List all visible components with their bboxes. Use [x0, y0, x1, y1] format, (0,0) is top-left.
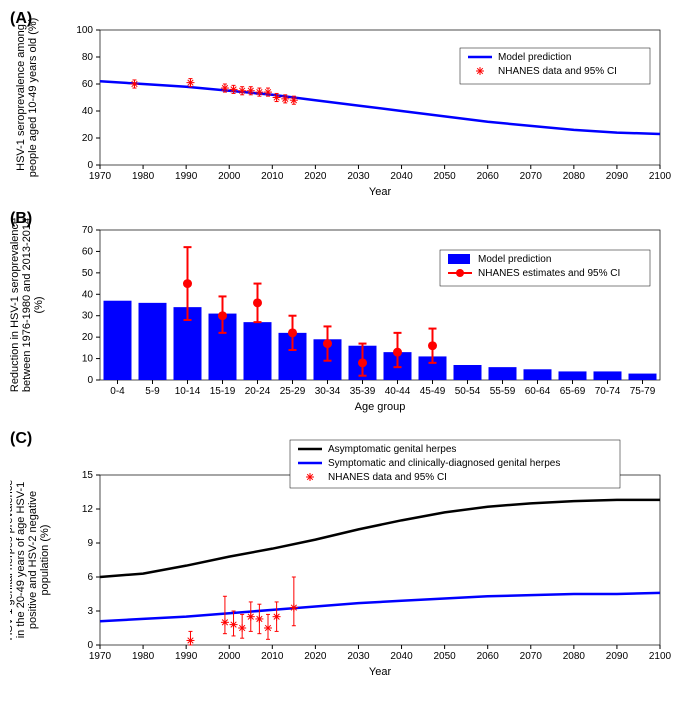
svg-text:15-19: 15-19: [210, 386, 236, 397]
svg-text:2060: 2060: [477, 171, 500, 182]
svg-text:30-34: 30-34: [315, 386, 341, 397]
svg-text:70-74: 70-74: [595, 386, 621, 397]
svg-text:2100: 2100: [649, 651, 672, 662]
svg-text:1970: 1970: [89, 171, 112, 182]
svg-text:Reduction in HSV-1 seroprevale: Reduction in HSV-1 seroprevalence: [10, 218, 21, 392]
svg-text:NHANES data and 95% CI: NHANES data and 95% CI: [328, 472, 447, 483]
chart-a: 1970198019902000201020202030204020502060…: [10, 10, 675, 200]
svg-text:6: 6: [87, 572, 93, 583]
svg-text:30: 30: [82, 311, 94, 322]
svg-text:40: 40: [82, 289, 94, 300]
svg-text:1980: 1980: [132, 171, 155, 182]
svg-text:60: 60: [82, 246, 94, 257]
svg-text:NHANES estimates and 95% CI: NHANES estimates and 95% CI: [478, 268, 620, 279]
svg-text:40-44: 40-44: [385, 386, 411, 397]
svg-text:2070: 2070: [520, 171, 543, 182]
svg-text:Model prediction: Model prediction: [498, 52, 571, 63]
svg-text:2010: 2010: [261, 171, 284, 182]
svg-text:100: 100: [76, 25, 93, 36]
svg-text:20-24: 20-24: [245, 386, 271, 397]
svg-text:60-64: 60-64: [525, 386, 551, 397]
svg-text:Year: Year: [369, 186, 392, 198]
svg-text:Year: Year: [369, 666, 392, 678]
svg-text:20: 20: [82, 332, 94, 343]
svg-text:population (%): population (%): [39, 525, 51, 596]
svg-text:NHANES data and 95% CI: NHANES data and 95% CI: [498, 66, 617, 77]
svg-text:2010: 2010: [261, 651, 284, 662]
svg-text:1980: 1980: [132, 651, 155, 662]
svg-text:1970: 1970: [89, 651, 112, 662]
panel-b-label: (B): [10, 210, 32, 228]
svg-text:2040: 2040: [390, 651, 413, 662]
svg-text:1990: 1990: [175, 651, 198, 662]
svg-text:3: 3: [87, 606, 93, 617]
svg-text:(%): (%): [33, 296, 45, 313]
svg-text:2090: 2090: [606, 651, 629, 662]
svg-text:2080: 2080: [563, 171, 586, 182]
svg-text:2000: 2000: [218, 171, 241, 182]
svg-text:12: 12: [82, 504, 94, 515]
svg-text:75-79: 75-79: [630, 386, 656, 397]
svg-text:15: 15: [82, 470, 94, 481]
svg-text:0: 0: [87, 640, 93, 651]
svg-text:65-69: 65-69: [560, 386, 586, 397]
svg-text:Age group: Age group: [355, 401, 406, 413]
svg-text:Asymptomatic genital herpes: Asymptomatic genital herpes: [328, 444, 456, 455]
svg-text:70: 70: [82, 225, 94, 236]
panel-b: (B) 0 10 20 30 40 50 60 70 0-4 5-9 10-14 15-19 20-24…: [10, 210, 675, 420]
svg-text:2020: 2020: [304, 171, 327, 182]
svg-text:Model prediction: Model prediction: [478, 254, 551, 265]
svg-text:60: 60: [82, 79, 94, 90]
svg-text:2060: 2060: [477, 651, 500, 662]
svg-text:in the 20-49 years of age HSV-: in the 20-49 years of age HSV-1: [15, 482, 27, 639]
svg-text:2020: 2020: [304, 651, 327, 662]
svg-text:Symptomatic and clinically-dia: Symptomatic and clinically-diagnosed gen…: [328, 458, 560, 469]
svg-text:HSV-1 seroprevalence among: HSV-1 seroprevalence among: [15, 24, 27, 171]
svg-text:35-39: 35-39: [350, 386, 376, 397]
svg-text:2070: 2070: [520, 651, 543, 662]
svg-text:50: 50: [82, 268, 94, 279]
panel-c-label: (C): [10, 430, 32, 448]
svg-text:0-4: 0-4: [110, 386, 125, 397]
svg-text:2080: 2080: [563, 651, 586, 662]
svg-text:between 1976-1980 and 2013-201: between 1976-1980 and 2013-2014: [21, 218, 33, 392]
svg-text:10: 10: [82, 354, 94, 365]
svg-text:2000: 2000: [218, 651, 241, 662]
svg-text:25-29: 25-29: [280, 386, 306, 397]
svg-text:2040: 2040: [390, 171, 413, 182]
svg-text:0: 0: [87, 375, 93, 386]
svg-text:0: 0: [87, 160, 93, 171]
chart-b: 0 10 20 30 40 50 60 70 0-4 5-9 10-14 15-19 20-24 25-2…: [10, 210, 675, 420]
svg-text:2090: 2090: [606, 171, 629, 182]
panel-c: (C) 1970 1980 1990 2000 2010 2020 2030 2040 2050…: [10, 430, 675, 680]
svg-text:9: 9: [87, 538, 93, 549]
svg-text:positive and HSV-2 negative: positive and HSV-2 negative: [27, 491, 39, 629]
panel-a: (A) 197019801990200020102020203020402050…: [10, 10, 675, 200]
svg-text:2030: 2030: [347, 651, 370, 662]
panel-a-label: (A): [10, 10, 32, 28]
svg-text:2050: 2050: [433, 171, 456, 182]
svg-text:2030: 2030: [347, 171, 370, 182]
svg-text:45-49: 45-49: [420, 386, 446, 397]
svg-text:40: 40: [82, 106, 94, 117]
svg-text:5-9: 5-9: [145, 386, 160, 397]
chart-c: 1970 1980 1990 2000 2010 2020 2030 2040 2050 2060…: [10, 430, 675, 680]
svg-text:2050: 2050: [433, 651, 456, 662]
svg-text:50-54: 50-54: [455, 386, 481, 397]
svg-text:10-14: 10-14: [175, 386, 201, 397]
svg-text:1990: 1990: [175, 171, 198, 182]
svg-text:2100: 2100: [649, 171, 672, 182]
svg-text:people aged 10-49 years old (%: people aged 10-49 years old (%): [27, 18, 39, 178]
svg-text:20: 20: [82, 133, 94, 144]
svg-text:80: 80: [82, 52, 94, 63]
svg-text:55-59: 55-59: [490, 386, 516, 397]
